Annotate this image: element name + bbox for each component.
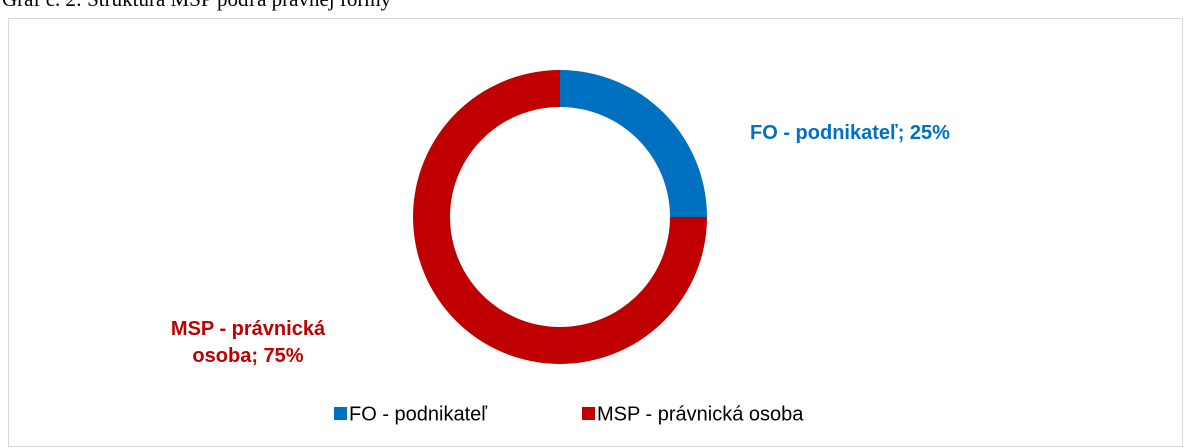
- chart-frame: [8, 18, 1183, 447]
- donut-slice: [560, 70, 707, 217]
- chart-title: Graf č. 2: Štruktúra MSP podľa právnej f…: [2, 0, 391, 12]
- data-label: MSP - právnická osoba; 75%: [170, 318, 326, 367]
- legend-swatch: [334, 407, 347, 420]
- legend-swatch: [582, 407, 595, 420]
- legend-label: MSP - právnická osoba: [597, 403, 804, 425]
- legend-label: FO - podnikateľ: [349, 403, 488, 425]
- data-label: FO - podnikateľ; 25%: [750, 122, 950, 144]
